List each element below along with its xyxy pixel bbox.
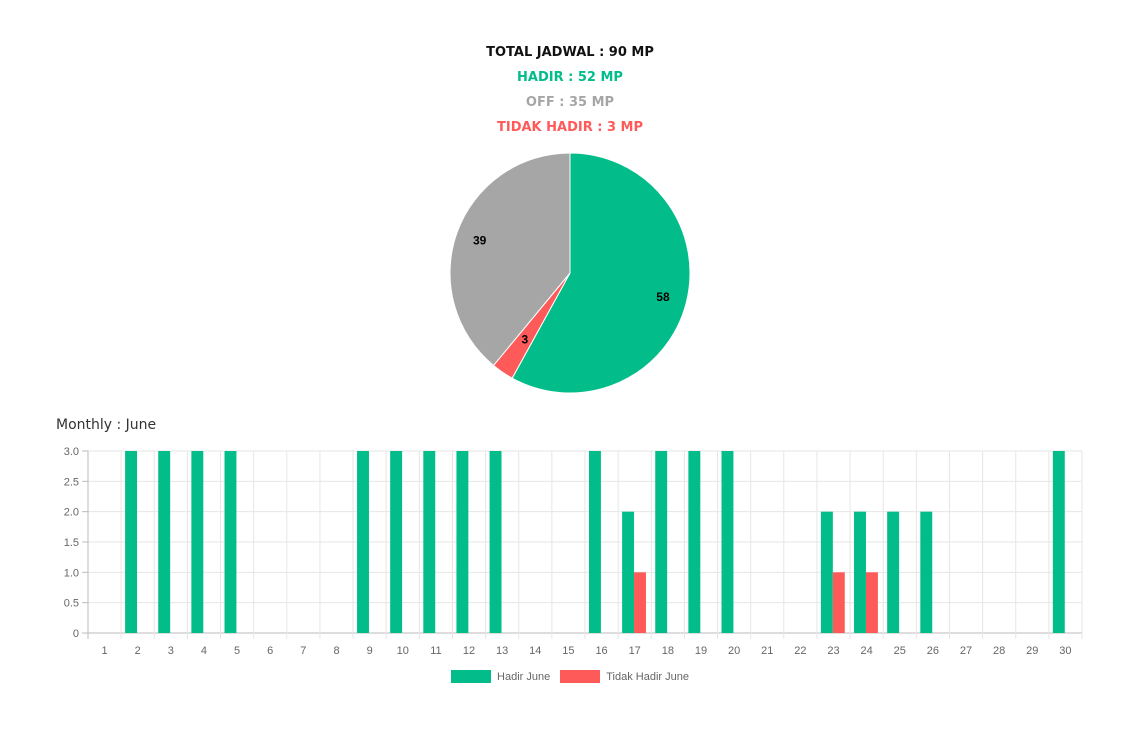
x-tick-label: 10 bbox=[397, 645, 409, 657]
bar-hadir[interactable] bbox=[423, 451, 436, 633]
y-tick-label: 2.0 bbox=[64, 507, 79, 519]
bar-tidak-hadir[interactable] bbox=[865, 572, 878, 633]
pie-slice-label: 58 bbox=[656, 290, 670, 304]
pie-slice[interactable] bbox=[449, 152, 571, 367]
bar-hadir[interactable] bbox=[622, 511, 635, 633]
x-tick-label: 2 bbox=[135, 645, 141, 657]
x-tick-label: 16 bbox=[595, 645, 607, 657]
bar-hadir[interactable] bbox=[721, 451, 734, 633]
x-tick-label: 18 bbox=[662, 645, 674, 657]
y-tick-label: 0.5 bbox=[64, 598, 79, 610]
x-tick-label: 11 bbox=[430, 645, 441, 657]
x-tick-label: 29 bbox=[1026, 645, 1038, 657]
x-tick-label: 4 bbox=[201, 645, 207, 657]
x-tick-label: 27 bbox=[960, 645, 972, 657]
x-tick-label: 25 bbox=[894, 645, 906, 657]
x-tick-label: 8 bbox=[333, 645, 339, 657]
x-tick-label: 26 bbox=[927, 645, 939, 657]
bar-hadir[interactable] bbox=[854, 511, 866, 633]
total-jadwal-label: TOTAL JADWAL : 90 MP bbox=[486, 45, 654, 60]
bar-hadir[interactable] bbox=[357, 451, 369, 633]
x-tick-label: 7 bbox=[300, 645, 306, 657]
x-tick-label: 22 bbox=[794, 645, 806, 657]
bar-hadir[interactable] bbox=[887, 511, 900, 633]
bar-hadir[interactable] bbox=[1052, 451, 1065, 633]
x-tick-label: 13 bbox=[496, 645, 508, 657]
x-tick-label: 6 bbox=[267, 645, 273, 657]
chart-legend: Hadir June Tidak Hadir June bbox=[0, 670, 1140, 683]
bar-hadir[interactable] bbox=[588, 451, 601, 633]
y-tick-label: 0 bbox=[73, 628, 79, 640]
bar-hadir[interactable] bbox=[655, 451, 668, 633]
bar-hadir[interactable] bbox=[688, 451, 701, 633]
bar-chart: 00.51.01.52.02.53.01 2 3 4 5 6 7 8 9 10 11 12 13 14 15… bbox=[64, 446, 1083, 657]
pie-slice[interactable] bbox=[511, 152, 691, 394]
pie-chart: 58 3 39 bbox=[449, 152, 691, 394]
x-tick-label: 5 bbox=[234, 645, 240, 657]
bar-hadir[interactable] bbox=[390, 451, 403, 633]
bar-hadir[interactable] bbox=[224, 451, 237, 633]
x-tick-label: 14 bbox=[529, 645, 541, 657]
x-tick-label: 15 bbox=[562, 645, 574, 657]
x-tick-label: 20 bbox=[728, 645, 740, 657]
x-tick-label: 1 bbox=[102, 645, 108, 657]
bar-hadir[interactable] bbox=[158, 451, 171, 633]
x-tick-label: 28 bbox=[993, 645, 1005, 657]
monthly-title: Monthly : June bbox=[56, 417, 157, 433]
legend-label-hadir: Hadir June bbox=[497, 670, 551, 683]
legend-item-tidak-hadir[interactable]: Tidak Hadir June bbox=[560, 670, 689, 683]
x-tick-label: 24 bbox=[861, 645, 873, 657]
x-tick-label: 9 bbox=[367, 645, 373, 657]
hadir-label: HADIR : 52 MP bbox=[517, 70, 623, 85]
bar-tidak-hadir[interactable] bbox=[832, 572, 845, 633]
pie-slice-label: 39 bbox=[473, 233, 487, 247]
tidak-hadir-label: TIDAK HADIR : 3 MP bbox=[496, 120, 644, 135]
bar-hadir[interactable] bbox=[125, 451, 138, 633]
x-tick-label: 21 bbox=[761, 645, 773, 657]
bar-hadir[interactable] bbox=[489, 451, 502, 633]
bar-hadir[interactable] bbox=[456, 451, 469, 633]
off-label: OFF : 35 MP bbox=[525, 95, 615, 110]
x-tick-label: 19 bbox=[695, 645, 707, 657]
pie-slice-label: 3 bbox=[521, 332, 528, 346]
x-tick-label: 23 bbox=[827, 645, 839, 657]
y-tick-label: 3.0 bbox=[64, 446, 79, 458]
y-tick-label: 1.5 bbox=[64, 537, 79, 549]
y-tick-label: 1.0 bbox=[64, 567, 79, 579]
x-tick-label: 12 bbox=[463, 645, 475, 657]
x-tick-label: 17 bbox=[629, 645, 641, 657]
x-tick-label: 3 bbox=[168, 645, 174, 657]
legend-item-hadir[interactable]: Hadir June bbox=[451, 670, 550, 683]
bar-hadir[interactable] bbox=[920, 511, 933, 633]
x-tick-label: 30 bbox=[1059, 645, 1071, 657]
legend-swatch-hadir bbox=[451, 670, 492, 683]
legend-label-tidak-hadir: Tidak Hadir June bbox=[606, 670, 689, 683]
y-tick-label: 2.5 bbox=[64, 476, 79, 488]
summary-block: TOTAL JADWAL : 90 MP HADIR : 52 MP OFF :… bbox=[0, 40, 1140, 140]
bar-hadir[interactable] bbox=[191, 451, 204, 633]
bar-tidak-hadir[interactable] bbox=[634, 572, 646, 633]
legend-swatch-tidak-hadir bbox=[560, 670, 601, 683]
bar-hadir[interactable] bbox=[820, 511, 833, 633]
